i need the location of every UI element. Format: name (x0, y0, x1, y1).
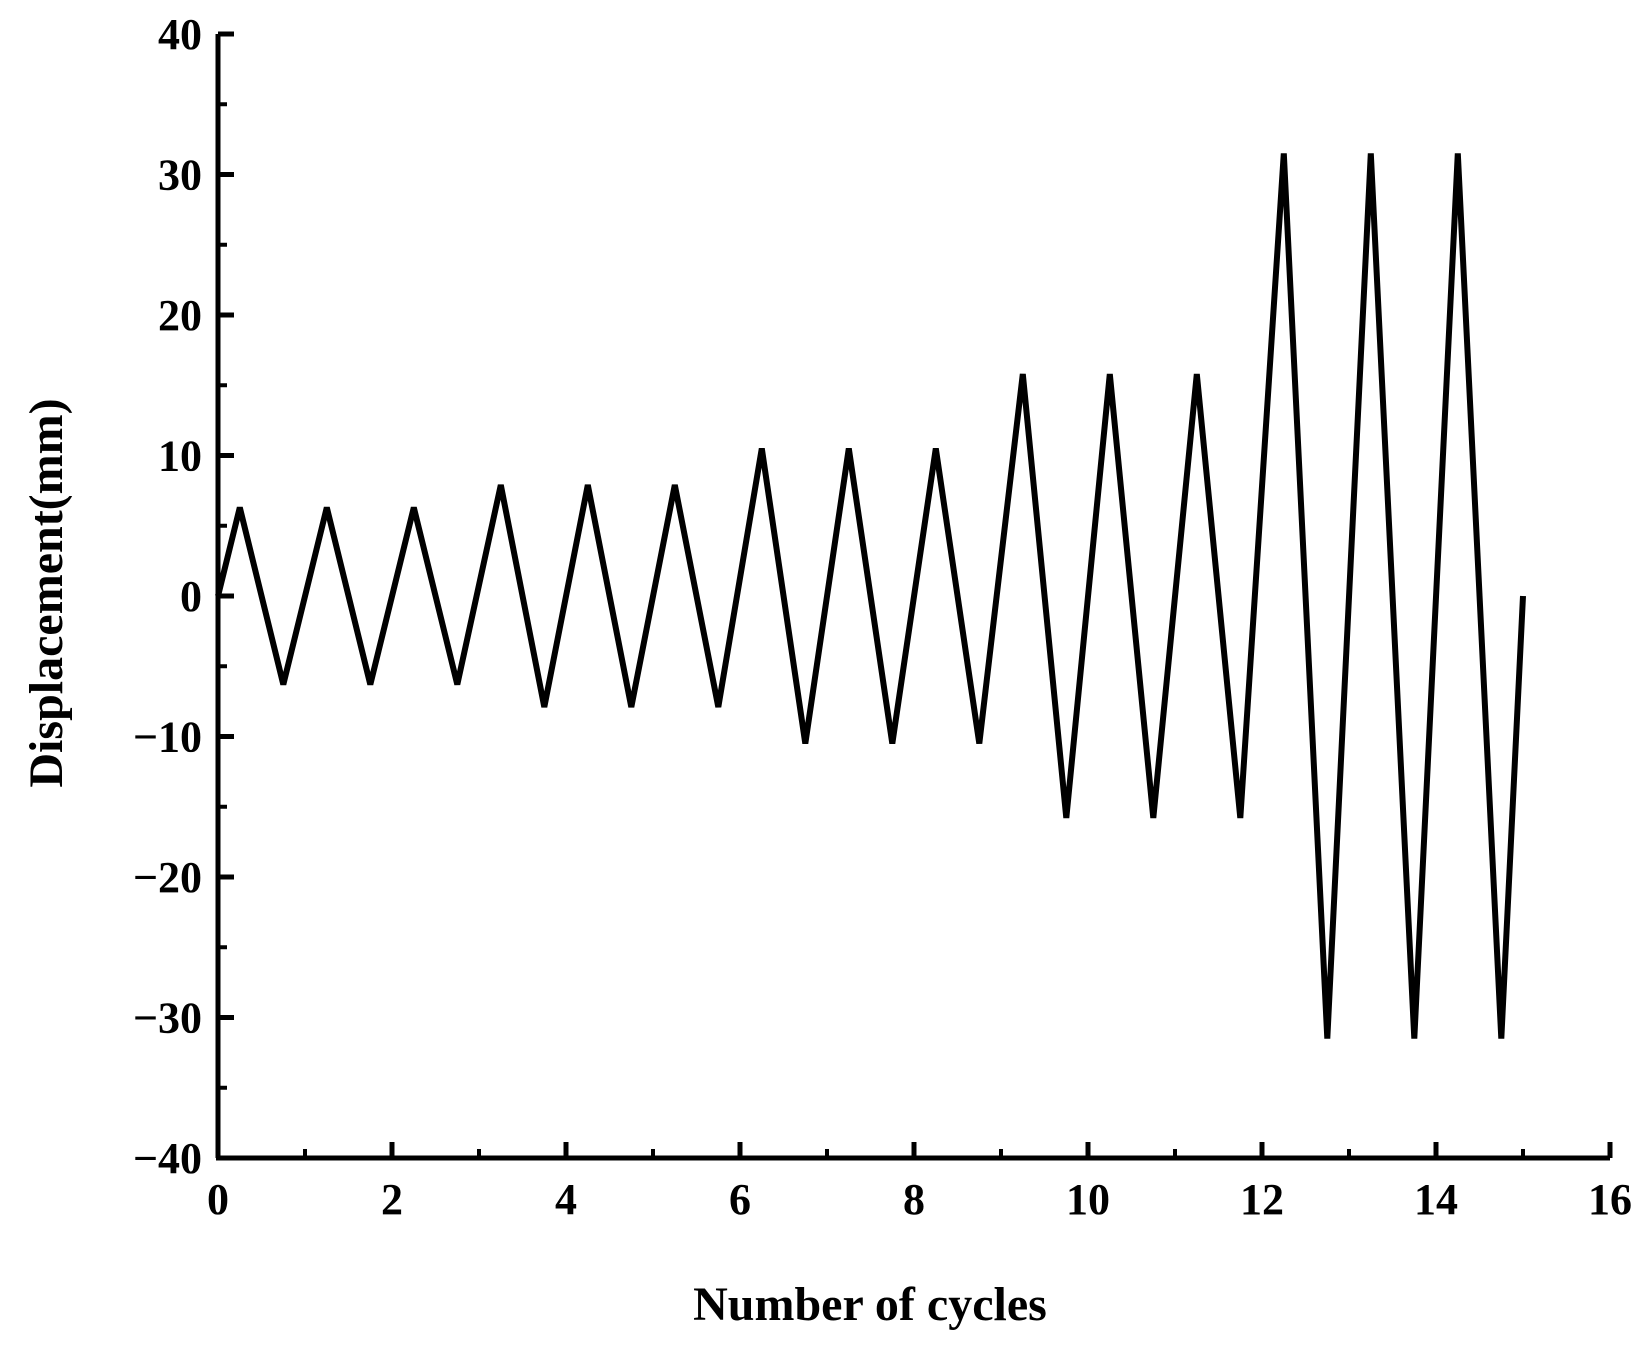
x-tick-label: 10 (1066, 1175, 1110, 1224)
x-tick-label: 0 (207, 1175, 229, 1224)
x-tick-label: 8 (903, 1175, 925, 1224)
ticks (215, 31, 1613, 1161)
y-axis-title: Displacement(mm) (20, 398, 73, 787)
y-tick-label: −20 (133, 853, 202, 902)
x-tick-label: 6 (729, 1175, 751, 1224)
y-tick-label: −40 (133, 1134, 202, 1183)
x-axis-title: Number of cycles (693, 1278, 1047, 1331)
displacement-line (215, 153, 1526, 1039)
y-tick-label: 10 (158, 432, 202, 481)
x-tick-label: 4 (555, 1175, 577, 1224)
x-tick-label: 12 (1240, 1175, 1284, 1224)
x-tick-label: 2 (381, 1175, 403, 1224)
y-tick-label: 20 (158, 291, 202, 340)
x-tick-label: 14 (1414, 1175, 1458, 1224)
y-tick-label: 0 (180, 572, 202, 621)
y-tick-label: 30 (158, 151, 202, 200)
series (215, 153, 1526, 1039)
y-tick-label: −10 (133, 713, 202, 762)
y-tick-label: 40 (158, 10, 202, 59)
x-tick-label: 16 (1588, 1175, 1632, 1224)
y-tick-label: −30 (133, 994, 202, 1043)
